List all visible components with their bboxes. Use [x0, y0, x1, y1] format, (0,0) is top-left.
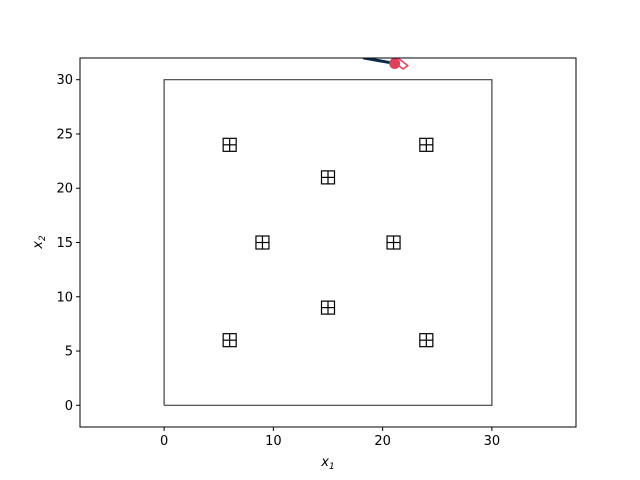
x-tick-label: 10	[265, 434, 282, 449]
y-tick-label: 0	[65, 399, 73, 414]
x-axis-ticks: 0 10 20 30	[160, 427, 500, 449]
y-tick-label: 5	[65, 345, 73, 360]
y-tick-label: 10	[56, 290, 73, 305]
x-axis-label: x1	[320, 455, 334, 472]
obstacle-marker-1	[222, 137, 237, 152]
agent-position	[389, 58, 401, 69]
y-tick-label: 25	[56, 127, 73, 142]
y-tick-label: 30	[56, 73, 73, 88]
y-tick-label: 15	[56, 236, 73, 251]
obstacle-marker-4	[255, 235, 270, 250]
plot-area	[163, 58, 493, 406]
y-tick-label: 20	[56, 182, 73, 197]
obstacle-marker-7	[222, 333, 237, 348]
x-tick-label: 30	[484, 434, 501, 449]
obstacle-marker-2	[419, 137, 434, 152]
boundary-square	[163, 79, 493, 406]
x-tick-label: 20	[374, 434, 391, 449]
y-axis-ticks: 0 5 10 15 20 25 30	[56, 73, 80, 414]
x-axis-label-subscript: 1	[329, 462, 335, 472]
x-tick-label: 0	[160, 434, 168, 449]
y-axis-label-main: x	[31, 241, 46, 250]
y-axis-label-subscript: 2	[38, 235, 48, 241]
obstacle-marker-3	[320, 170, 336, 185]
y-axis-label: x2	[31, 235, 48, 250]
x-axis-label-main: x	[320, 455, 329, 470]
agent-path	[393, 58, 409, 70]
obstacle-marker-5	[386, 235, 401, 250]
obstacle-marker-6	[320, 300, 336, 315]
obstacle-marker-8	[419, 333, 434, 348]
